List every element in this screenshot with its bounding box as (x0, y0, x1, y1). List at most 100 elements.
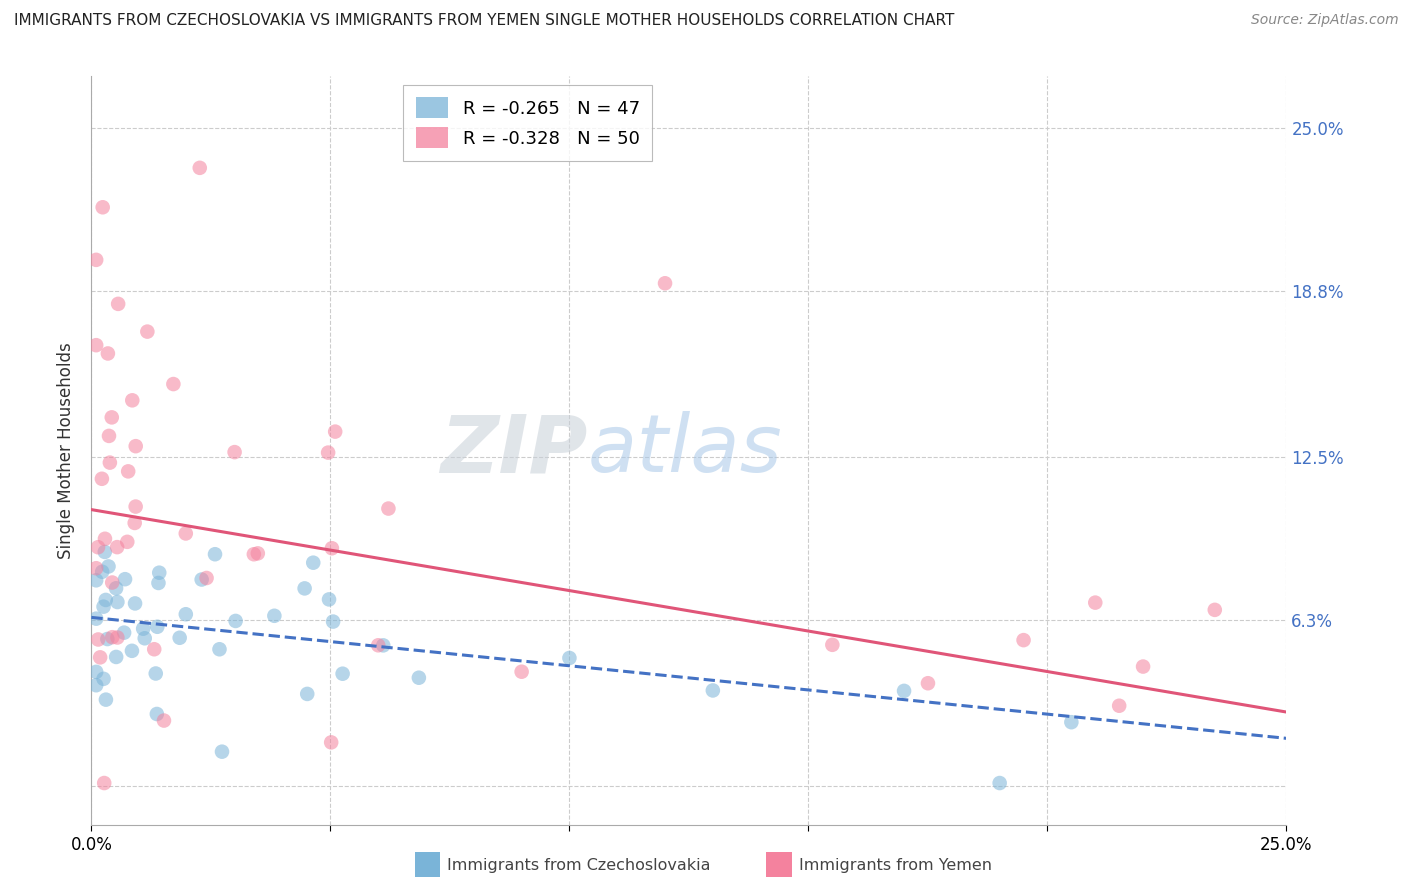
Point (169, 631, 191, 645)
Text: ZIP: ZIP (440, 411, 588, 490)
Point (893, 684, 915, 698)
Point (84, 574, 107, 588)
Point (93, 672, 115, 686)
Point (558, 651, 581, 665)
Point (174, 607, 197, 622)
Point (246, 546, 269, 560)
Point (96, 632, 118, 646)
Point (148, 576, 170, 591)
Point (90, 472, 112, 486)
Point (125, 439, 148, 453)
Point (132, 622, 155, 636)
Point (121, 644, 143, 658)
Point (224, 445, 246, 459)
Point (105, 581, 128, 595)
Point (134, 632, 156, 646)
Text: Immigrants from Czechoslovakia: Immigrants from Czechoslovakia (447, 858, 710, 872)
Point (322, 615, 344, 629)
Point (323, 425, 346, 439)
Point (408, 671, 430, 685)
Point (93, 599, 115, 614)
Point (153, 714, 176, 728)
Point (97, 559, 120, 574)
Point (174, 526, 197, 541)
Point (146, 620, 169, 634)
Point (702, 683, 724, 698)
Point (98, 456, 121, 470)
Point (101, 575, 124, 590)
Point (117, 534, 139, 549)
Point (1204, 603, 1226, 617)
Point (316, 445, 339, 459)
Point (107, 297, 129, 311)
Point (148, 566, 170, 580)
Point (105, 649, 128, 664)
Point (211, 745, 233, 759)
Text: IMMIGRANTS FROM CZECHOSLOVAKIA VS IMMIGRANTS FROM YEMEN SINGLE MOTHER HOUSEHOLDS: IMMIGRANTS FROM CZECHOSLOVAKIA VS IMMIGR… (14, 13, 955, 29)
Point (84, 665, 107, 679)
Point (373, 639, 395, 653)
Legend: R = -0.265   N = 47, R = -0.328   N = 50: R = -0.265 N = 47, R = -0.328 N = 50 (404, 85, 652, 161)
Point (302, 556, 325, 570)
Point (101, 630, 124, 644)
Point (94, 593, 117, 607)
Point (91, 565, 114, 579)
Point (318, 592, 340, 607)
Point (114, 572, 136, 586)
Point (321, 735, 343, 749)
Point (367, 638, 389, 652)
Point (107, 595, 129, 609)
Point (87, 540, 110, 554)
Y-axis label: Single Mother Households: Single Mother Households (58, 343, 76, 558)
Point (1060, 715, 1083, 730)
Point (1132, 659, 1154, 673)
Point (105, 631, 128, 645)
Point (1012, 633, 1035, 648)
Point (93, 776, 115, 790)
Point (917, 676, 939, 690)
Text: Immigrants from Yemen: Immigrants from Yemen (799, 858, 991, 872)
Point (195, 571, 218, 585)
Point (297, 687, 319, 701)
Point (117, 464, 139, 478)
Point (98, 429, 121, 443)
Point (190, 573, 212, 587)
Point (510, 665, 533, 679)
Point (136, 325, 159, 339)
Text: Source: ZipAtlas.com: Source: ZipAtlas.com (1251, 13, 1399, 28)
Point (100, 410, 122, 425)
Point (225, 614, 247, 628)
Point (87, 632, 110, 647)
Point (146, 706, 169, 721)
Point (84, 561, 107, 575)
Point (94, 692, 117, 706)
Point (84, 338, 107, 352)
Point (263, 608, 285, 623)
Text: atlas: atlas (588, 411, 782, 490)
Point (105, 540, 128, 554)
Point (208, 642, 231, 657)
Point (143, 642, 166, 657)
Point (97, 346, 120, 360)
Point (94, 532, 117, 546)
Point (84, 252, 107, 267)
Point (91, 200, 114, 214)
Point (294, 582, 316, 596)
Point (84, 678, 107, 692)
Point (821, 638, 844, 652)
Point (204, 547, 226, 561)
Point (1084, 596, 1107, 610)
Point (84, 612, 107, 626)
Point (332, 666, 354, 681)
Point (94, 545, 117, 559)
Point (89, 650, 111, 665)
Point (112, 625, 135, 640)
Point (243, 547, 266, 561)
Point (321, 541, 343, 556)
Point (654, 277, 676, 291)
Point (124, 516, 146, 530)
Point (145, 666, 167, 681)
Point (377, 501, 399, 516)
Point (124, 500, 146, 514)
Point (124, 596, 146, 610)
